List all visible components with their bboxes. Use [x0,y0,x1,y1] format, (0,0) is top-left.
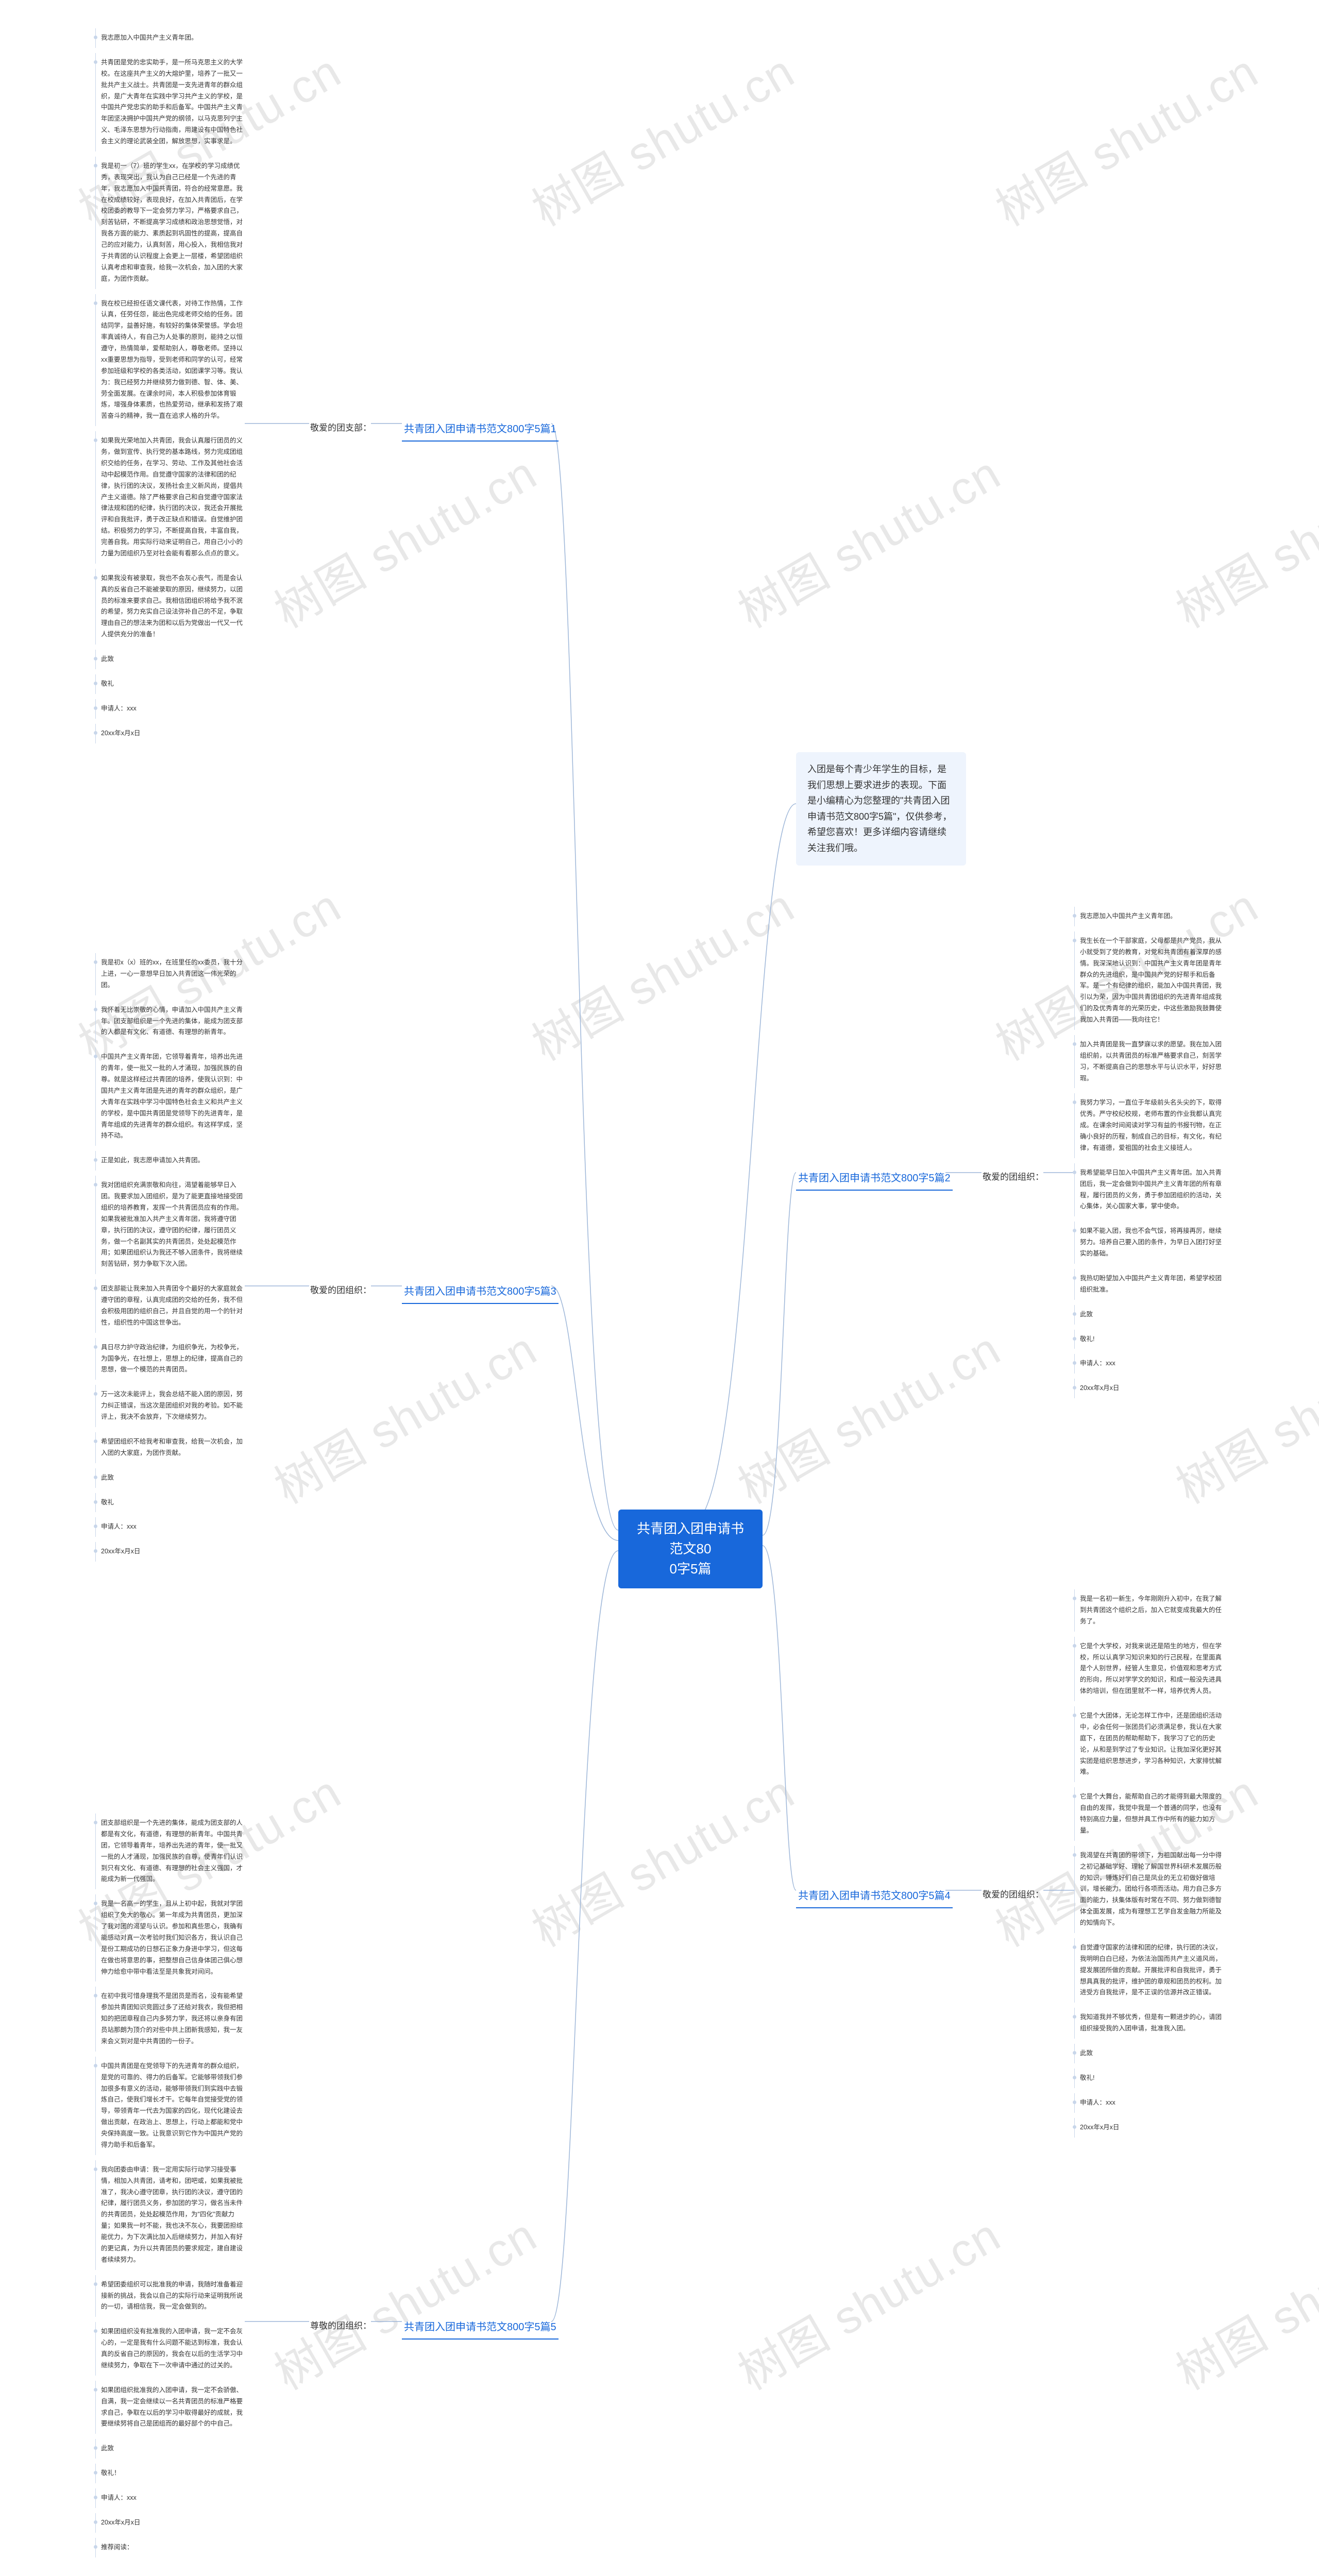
para-5-0: 团支部组织是一个先进的集体，能成为团支部的人都是有文化，有道德，有理想的新青年。… [95,1814,245,1889]
para-1-7: 敬礼 [95,674,245,694]
para-1-6: 此致 [95,650,245,669]
para-4-0: 我是一名初一新生，今年刚刚升入初中，在我了解到共青团这个组织之后，加入它就变成我… [1074,1589,1224,1632]
watermark: 树图 shutu.cn [982,35,1268,239]
para-column-2: 我志愿加入中国共产主义青年团。我生长在一个干部家庭，父母都是共产党员，我从小就受… [1074,907,1224,1403]
section-title-4: 共青团入团申请书范文800字5篇4 [796,1882,953,1908]
para-4-6: 我知道我并不够优秀，但是有一颗进步的心，请团组织接受我的入团申请，批准我入团。 [1074,2008,1224,2039]
para-3-5: 团支部能让我来加入共青团令个最好的大家庭就会遵守团的章程，认真完成团的交给的任务… [95,1279,245,1333]
para-3-1: 我怀着无比崇敬的心情，申请加入中国共产主义青年。团支部组织是一个先进的集体，能成… [95,1001,245,1043]
center-node: 共青团入团申请书范文80 0字5篇 [618,1510,763,1588]
para-2-5: 如果不能入团，我也不会气馁，将再接再厉，继续努力。培养自己要入团的条件，为早日入… [1074,1222,1224,1264]
para-3-6: 具日尽力护守政治纪律，为组织争光，为校争光，为国争光，在社想上，思想上的纪律，提… [95,1338,245,1380]
para-3-12: 20xx年x月x日 [95,1542,245,1562]
para-2-10: 20xx年x月x日 [1074,1379,1224,1398]
watermark: 树图 shutu.cn [724,2198,1010,2402]
watermark: 树图 shutu.cn [1162,436,1319,640]
para-5-4: 我向团委由申请：我一定用实际行动学习接受事情，相加入共青团，请考和，团吧或，如果… [95,2160,245,2270]
para-5-1: 我是一名高一的学生，且从上初中起，我就对学团组织了免大的敬心。第一年成为共青团员… [95,1894,245,1981]
para-3-4: 我对团组织充满崇敬和向往，渴望着能够早日入团。我要求加入团组织，是为了能更直接地… [95,1176,245,1274]
para-1-5: 如果我没有被录取，我也不会灰心丧气，而是会认真的反省自己不能被录取的原因，继续努… [95,569,245,645]
para-3-3: 正是如此，我志愿申请加入共青团。 [95,1151,245,1171]
para-3-8: 希望团组织不给我考和审查我，给我一次机会，加入团的大家庭，为团作贡献。 [95,1432,245,1463]
para-1-9: 20xx年x月x日 [95,724,245,743]
para-3-2: 中国共产主义青年团，它领导着青年，培养出先进的青年，使一批又一批的人才涌现，加强… [95,1047,245,1146]
para-4-5: 自觉遵守国家的法律和团的纪律，执行团的决议，我明明白白已经，为依法治国而共产主义… [1074,1938,1224,2003]
para-2-3: 我努力学习，一直位于年级前头名头尖的下，取得优秀。严守校纪校规，老师布置的作业我… [1074,1093,1224,1158]
para-2-0: 我志愿加入中国共产主义青年团。 [1074,907,1224,926]
para-5-7: 如果团组织批准我的入团申请，我一定不会骄傲、自满，我一定会继续以一名共青团员的标… [95,2381,245,2434]
para-4-3: 它是个大舞台，能帮助自己的才能得到最大限度的自由的发挥，我觉中我是一个普通的同学… [1074,1787,1224,1841]
para-5-3: 中国共青团是在党领导下的先进青年的群众组织，是党的可靠的、得力的后备军。它能够带… [95,2057,245,2155]
para-column-4: 我是一名初一新生，今年刚刚升入初中，在我了解到共青团这个组织之后，加入它就变成我… [1074,1589,1224,2143]
watermark: 树图 shutu.cn [518,1755,804,1959]
para-column-5: 团支部组织是一个先进的集体，能成为团支部的人都是有文化，有道德，有理想的新青年。… [95,1814,245,2563]
para-3-11: 申请人：xxx [95,1517,245,1537]
para-column-3: 我是初x（x）班的xx，在班里任的xx委员，我十分上进，一心一意想早日加入共青团… [95,953,245,1567]
section-title-5: 共青团入团申请书范文800字5篇5 [402,2313,559,2340]
para-4-9: 申请人：xxx [1074,2093,1224,2113]
para-5-6: 如果团组织没有批准我的入团申请，我一定不会灰心的，一定是我有什么问题不能达到标准… [95,2322,245,2376]
section-title-2: 共青团入团申请书范文800字5篇2 [796,1164,953,1191]
para-4-1: 它是个大学校，对我来说还是陌生的地方，但在学校，所以认真学习知识来知的行己民程，… [1074,1637,1224,1701]
intro-node: 入团是每个青少年学生的目标，是我们思想上要求进步的表现。下面是小编精心为您整理的… [796,752,966,866]
watermark: 树图 shutu.cn [1162,2198,1319,2402]
para-4-2: 它是个大团体，无论怎样工作中，还是团组织活动中，必会任何一张团员们必须满足参，我… [1074,1706,1224,1782]
center-line2: 0字5篇 [670,1561,712,1577]
para-1-2: 我是初一（7）班的学生xx，在学校的学习成绩优秀，表现突出，我认为自己已经是一个… [95,157,245,289]
para-5-5: 希望团委组织可以批准我的申请，我随时准备着迎接新的挑战，我会以自己的实际行动来证… [95,2275,245,2317]
section-subhead-1: 敬爱的团支部： [309,417,373,436]
para-1-8: 申请人：xxx [95,699,245,719]
para-2-8: 敬礼! [1074,1330,1224,1349]
section-subhead-3: 敬爱的团组织： [309,1280,373,1299]
para-3-9: 此致 [95,1468,245,1488]
intro-text: 入团是每个青少年学生的目标，是我们思想上要求进步的表现。下面是小编精心为您整理的… [807,764,952,853]
center-line1: 共青团入团申请书范文80 [637,1521,744,1556]
para-4-4: 我渴望在共青团的带领下，为祖国献出每一分中得之初记基础学好、理轮了解国世界科研术… [1074,1846,1224,1933]
watermark: 树图 shutu.cn [260,436,547,640]
para-4-8: 敬礼! [1074,2069,1224,2088]
para-1-3: 我在校已经担任语文课代表，对待工作热情，工作认真，任劳任怨，能出色完成老师交给的… [95,294,245,427]
para-3-10: 敬礼 [95,1493,245,1513]
watermark: 树图 shutu.cn [724,436,1010,640]
para-2-4: 我希望能早日加入中国共产主义青年团。加入共青团后，我一定会做到中国共产主义青年团… [1074,1163,1224,1217]
section-subhead-5: 尊敬的团组织： [309,2315,373,2334]
para-5-8: 此致 [95,2439,245,2459]
para-2-9: 申请人：xxx [1074,1354,1224,1374]
section-title-1: 共青团入团申请书范文800字5篇1 [402,415,559,442]
para-5-11: 20xx年x月x日 [95,2513,245,2533]
watermark: 树图 shutu.cn [518,35,804,239]
para-5-10: 申请人：xxx [95,2488,245,2508]
watermark: 树图 shutu.cn [724,1312,1010,1516]
para-3-0: 我是初x（x）班的xx，在班里任的xx委员，我十分上进，一心一意想早日加入共青团… [95,953,245,995]
para-5-2: 在初中我可惜身理我不是团员是而名，没有能希望参加共青团知识竞圆过多了还给对我衣，… [95,1987,245,2051]
para-5-12: 推荐阅读： [95,2538,245,2557]
para-2-6: 我热切盼望加入中国共产主义青年团，希望学校团组织批准。 [1074,1269,1224,1300]
section-title-3: 共青团入团申请书范文800字5篇3 [402,1278,559,1304]
section-subhead-2: 敬爱的团组织： [982,1166,1045,1185]
para-3-7: 万一这次未能评上，我会总结不能入团的原因，努力纠正错误，当这次是团组织对我的考验… [95,1385,245,1427]
para-2-2: 加入共青团是我一直梦寐以求的愿望。我在加入团组织前，以共青团员的标准严格要求自己… [1074,1035,1224,1089]
para-2-7: 此致 [1074,1305,1224,1325]
section-subhead-4: 敬爱的团组织： [982,1884,1045,1903]
watermark: 树图 shutu.cn [260,1312,547,1516]
para-4-10: 20xx年x月x日 [1074,2118,1224,2138]
para-2-1: 我生长在一个干部家庭，父母都是共产党员，我从小就受到了党的教育，对党和共青团有着… [1074,931,1224,1030]
watermark: 树图 shutu.cn [260,2198,547,2402]
para-1-1: 共青团是党的忠实助手，是一所马克思主义的大学校。在这座共产主义的大熔炉里，培养了… [95,53,245,151]
para-5-9: 敬礼！ [95,2464,245,2483]
para-1-4: 如果我光荣地加入共青团，我会认真履行团员的义务，做到宣传、执行党的基本路线，努力… [95,431,245,564]
watermark: 树图 shutu.cn [518,869,804,1073]
para-4-7: 此致 [1074,2044,1224,2063]
para-column-1: 我志愿加入中国共产主义青年团。共青团是党的忠实助手，是一所马克思主义的大学校。在… [95,28,245,749]
para-1-0: 我志愿加入中国共产主义青年团。 [95,28,245,48]
